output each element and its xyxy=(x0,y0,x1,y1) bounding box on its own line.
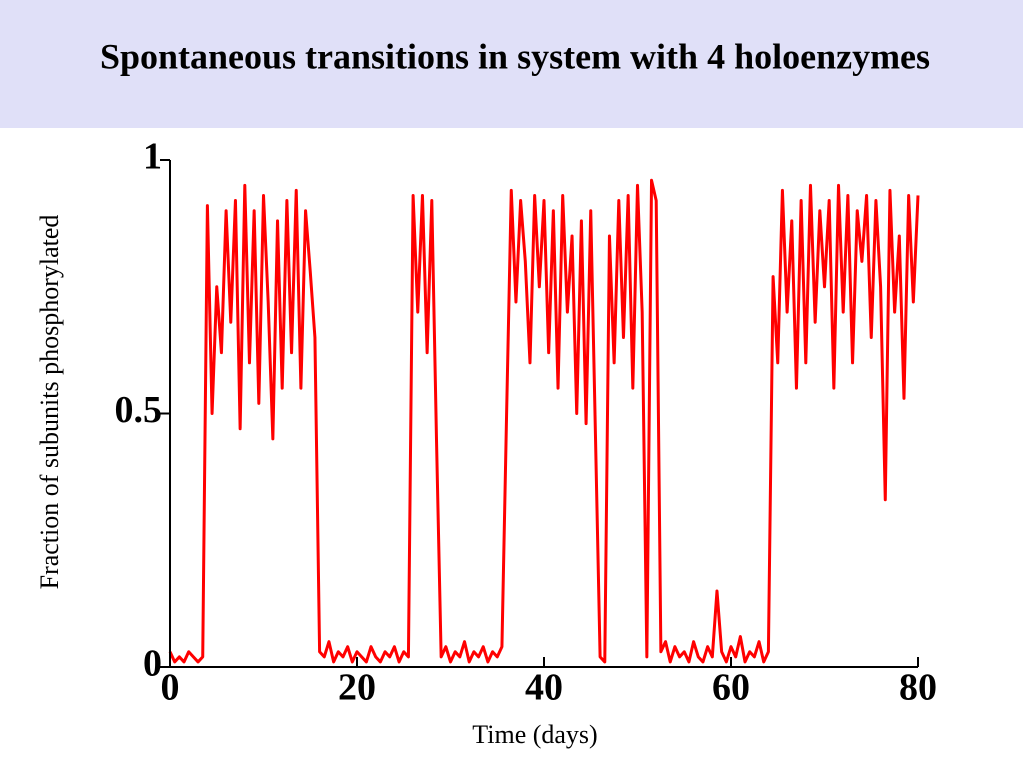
y-tick-label: 0.5 xyxy=(115,389,163,431)
y-tick-label: 0 xyxy=(143,643,162,685)
x-axis-label: Time (days) xyxy=(472,720,597,749)
title-band xyxy=(0,0,1023,128)
y-tick-label: 1 xyxy=(143,136,162,178)
y-axis-label: Fraction of subunits phosphorylated xyxy=(35,215,64,590)
x-tick-label: 20 xyxy=(338,667,376,709)
x-tick-label: 60 xyxy=(712,667,750,709)
data-line xyxy=(168,178,920,664)
chart-title: Spontaneous transitions in system with 4… xyxy=(100,36,930,76)
x-tick-label: 0 xyxy=(161,667,180,709)
x-tick-label: 80 xyxy=(899,667,937,709)
x-tick-label: 40 xyxy=(525,667,563,709)
